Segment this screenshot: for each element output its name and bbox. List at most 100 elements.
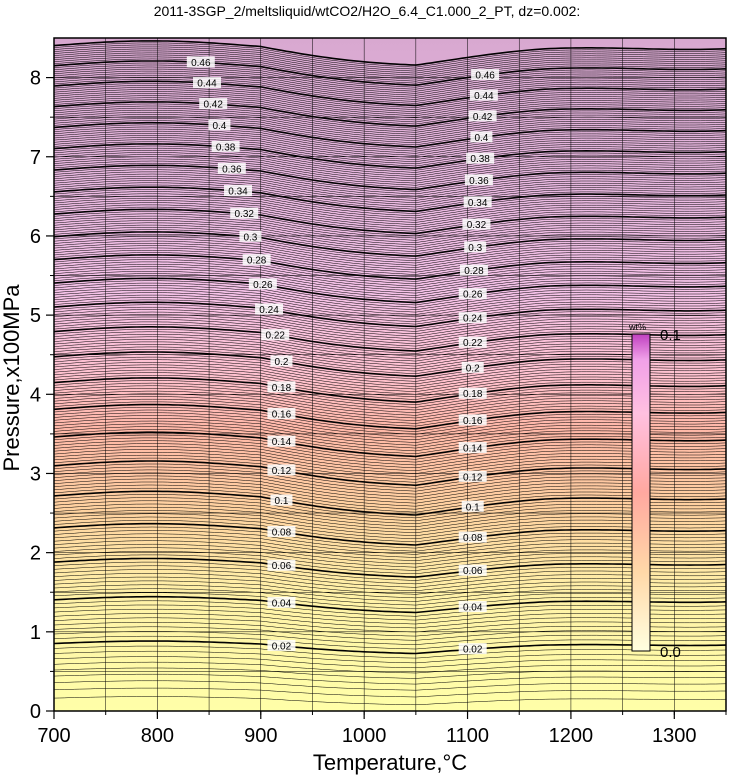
contour-label: 0.28 [464,266,484,277]
contour-label: 0.22 [266,331,286,342]
contour-label: 0.2 [466,363,480,374]
contour-label: 0.24 [463,314,483,325]
contour-minor [54,162,726,188]
contour-minor [54,282,726,308]
contour-minor [54,533,726,555]
x-axis-label: Temperature,°C [313,750,467,775]
contour-minor [54,388,726,413]
contour-major [54,143,726,169]
contour-label: 0.08 [272,527,292,538]
contour-minor [54,440,726,466]
contour-label: 0.38 [216,142,236,153]
contour-minor [54,561,726,581]
contour-minor [54,588,726,606]
contour-minor [54,116,726,141]
y-axis-ticks: 0 1 2 3 4 5 6 7 8 [30,68,54,723]
contour-label: 0.42 [473,112,493,123]
contour-label-bg [267,464,296,476]
contour-label: 0.42 [203,100,223,111]
contour-label-bg [261,329,290,341]
contour-minor [54,650,726,664]
contour-minor [54,141,726,167]
contour-minor [54,526,726,549]
contour-minor [54,513,726,537]
contour-minor [54,103,726,129]
contour-minor [54,158,726,184]
contour-minor [54,401,726,427]
contour-minor [54,484,726,510]
contour-minor [54,372,726,398]
contour-minor [54,506,726,531]
contour-minor [54,346,726,372]
contour-minor [54,584,726,602]
contour-label-bg [267,596,296,608]
contour-minor [54,109,726,135]
contour-minor [54,580,726,599]
contour-minor [54,396,726,421]
contour-minor [54,321,726,347]
contour-label: 0.32 [467,220,487,231]
contour-minor [54,304,726,330]
contour-minor [54,167,726,193]
contour-label-bg [186,56,215,68]
contour-label: 0.12 [272,466,292,477]
contour-major [54,254,726,280]
contour-minor [54,68,726,94]
contour-minor [54,107,726,133]
plot-frame [53,37,727,712]
contour-minor [54,393,726,419]
contour-minor [54,336,726,362]
contour-major [54,301,726,328]
contour-minor [54,418,726,443]
contour-minor [54,635,726,650]
contour-minor [54,324,726,349]
contour-label-bg [267,525,296,537]
contour-minor [54,359,726,385]
contour-label: 0.36 [469,176,489,187]
contour-minor [54,680,726,691]
colorbar-max-label: 0.1 [660,327,681,344]
contour-label-bg [458,470,487,482]
contour-major [54,522,726,546]
contour-major [54,377,726,403]
contour-minor [54,145,726,171]
contour-minor [54,339,726,364]
contour-label: 0.34 [228,187,248,198]
contour-minor [54,171,726,197]
contour-label-bg [270,355,293,367]
contour-minor [54,76,726,102]
contour-minor [54,503,726,528]
contour-minor [54,543,726,565]
contour-major [54,60,726,87]
contour-label-bg [267,639,296,651]
contour-minor [54,426,726,452]
contour-minor [54,656,726,669]
contour-minor [54,362,726,387]
contour-minor [54,423,726,449]
contour-minor [54,229,726,255]
contour-minor [54,44,726,70]
contour-minor [54,334,726,359]
contour-minor [54,385,726,411]
contour-minor [54,48,726,74]
contour-minor [54,407,726,432]
contour-minor [54,673,726,685]
contour-minor [54,89,726,114]
contour-minor [54,364,726,390]
contour-minor [54,178,726,203]
contour-minor [54,309,726,335]
contour-minor [54,463,726,489]
contour-minor [54,294,726,320]
contour-minor [54,175,726,201]
colorbar-gradient [631,333,651,652]
contour-minor [54,354,726,380]
contour-major [54,80,726,107]
contour-minor [54,46,726,72]
contour-minor [54,273,726,299]
contour-minor [54,261,726,287]
contour-minor [54,52,726,78]
contour-minor [54,275,726,301]
contour-label: 0.44 [474,91,494,102]
contour-minor [54,204,726,230]
contour-minor [54,95,726,121]
